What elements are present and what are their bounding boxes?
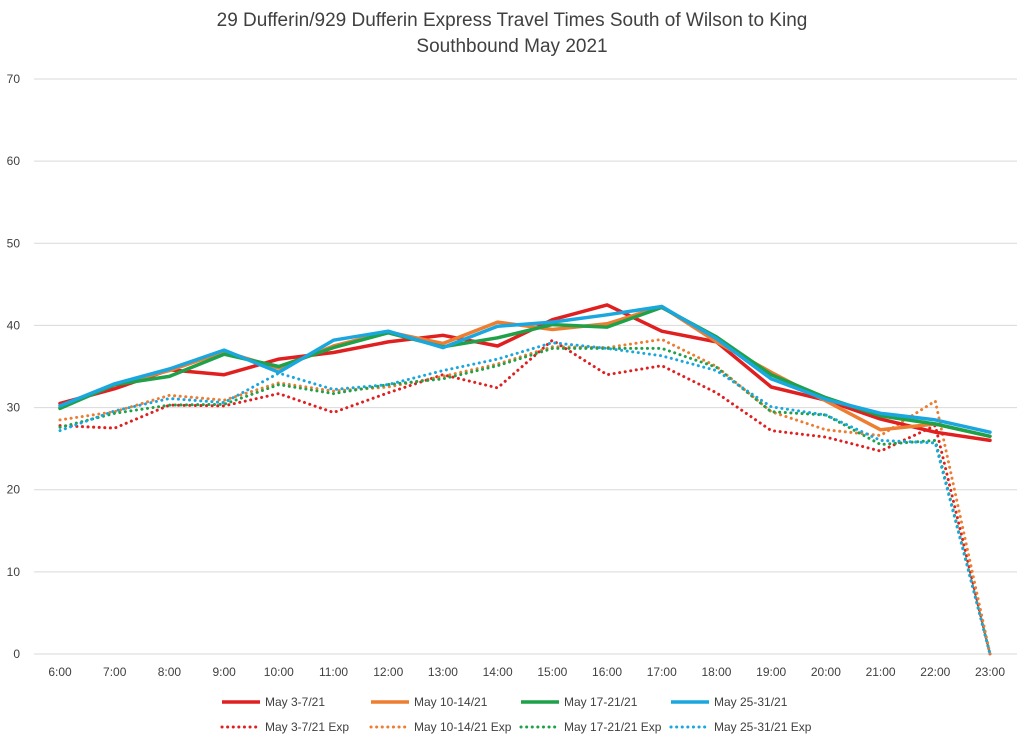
legend-label: May 17-21/21	[564, 695, 638, 709]
x-tick-label: 17:00	[647, 665, 677, 679]
x-tick-label: 13:00	[428, 665, 458, 679]
legend-label: May 17-21/21 Exp	[564, 720, 662, 734]
series-line-exp-7	[58, 341, 992, 656]
legend-item: May 3-7/21 Exp	[220, 720, 349, 734]
legend-item: May 17-21/21	[521, 695, 638, 709]
legend-item: May 10-14/21	[371, 695, 488, 709]
series-line-exp-4	[58, 338, 992, 656]
series-line-exp-6	[58, 346, 992, 656]
series-line-3	[58, 304, 992, 434]
x-tick-label: 15:00	[537, 665, 567, 679]
x-tick-label: 23:00	[975, 665, 1005, 679]
x-tick-label: 21:00	[866, 665, 896, 679]
y-tick-label: 40	[7, 318, 21, 332]
y-tick-label: 0	[13, 647, 20, 661]
chart-subtitle: Southbound May 2021	[416, 36, 608, 57]
y-tick-label: 70	[7, 72, 21, 86]
chart-title-block: 29 Dufferin/929 Dufferin Express Travel …	[0, 8, 1024, 60]
y-tick-label: 50	[7, 236, 21, 250]
chart-title: 29 Dufferin/929 Dufferin Express Travel …	[216, 10, 808, 31]
x-tick-label: 9:00	[212, 665, 236, 679]
legend-label: May 10-14/21	[414, 695, 488, 709]
x-tick-label: 16:00	[592, 665, 622, 679]
x-tick-label: 18:00	[701, 665, 731, 679]
legend-label: May 10-14/21 Exp	[414, 720, 512, 734]
gridlines	[34, 78, 1017, 655]
legend-item: May 17-21/21 Exp	[519, 720, 662, 734]
x-tick-label: 8:00	[158, 665, 182, 679]
legend-item: May 3-7/21	[222, 695, 325, 709]
legend-label: May 25-31/21	[714, 695, 788, 709]
x-tick-label: 12:00	[373, 665, 403, 679]
legend: May 3-7/21 May 10-14/21 May 17-21/21 May 25…	[220, 695, 812, 734]
x-tick-label: 10:00	[264, 665, 294, 679]
y-tick-label: 60	[7, 154, 21, 168]
y-tick-label: 20	[7, 483, 21, 497]
legend-label: May 25-31/21 Exp	[714, 720, 812, 734]
x-tick-label: 7:00	[103, 665, 127, 679]
series-line-exp-5	[58, 337, 992, 656]
x-tick-label: 11:00	[319, 665, 348, 679]
x-tick-label: 14:00	[483, 665, 513, 679]
legend-label: May 3-7/21	[265, 695, 325, 709]
x-tick-label: 19:00	[756, 665, 786, 679]
y-tick-label: 10	[7, 565, 21, 579]
x-tick-label: 6:00	[48, 665, 72, 679]
legend-item: May 10-14/21 Exp	[369, 720, 512, 734]
legend-label: May 3-7/21 Exp	[265, 720, 349, 734]
x-axis-ticks: 6:00 7:00 8:00 9:00 10:00 11:00 12:00 13:00 14:0…	[48, 665, 1005, 679]
series-lines	[58, 303, 992, 656]
y-tick-label: 30	[7, 401, 21, 415]
legend-item: May 25-31/21	[671, 695, 788, 709]
y-axis-ticks: 0 10 20 30 40 50 60 70	[7, 72, 21, 661]
legend-item: May 25-31/21 Exp	[669, 720, 812, 734]
x-tick-label: 20:00	[811, 665, 841, 679]
x-tick-label: 22:00	[920, 665, 950, 679]
